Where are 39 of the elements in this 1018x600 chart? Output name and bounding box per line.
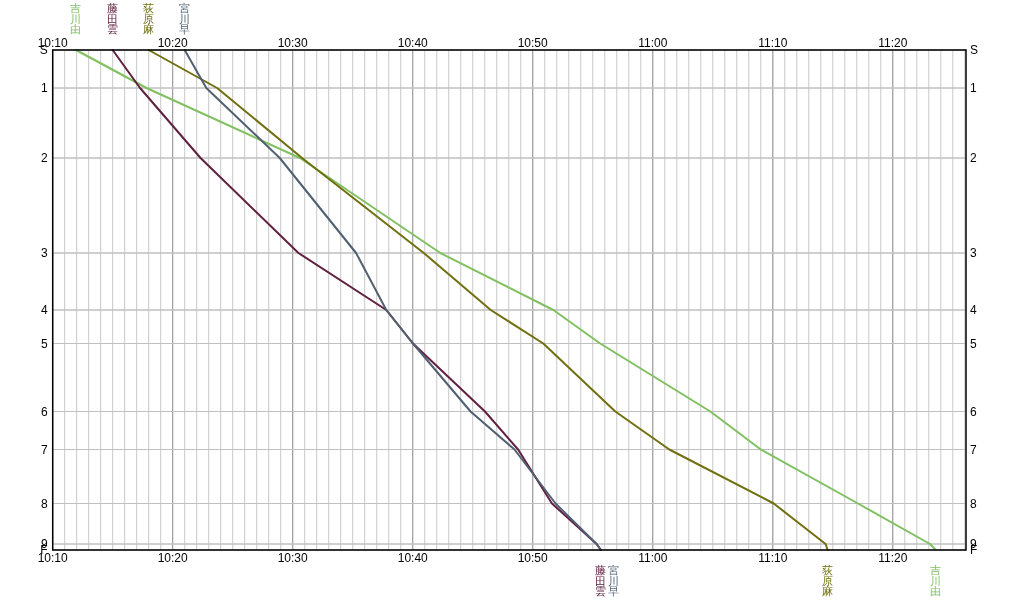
text: 7 [970, 442, 977, 457]
text: 吉川由 [70, 2, 82, 35]
text: 2 [970, 151, 977, 165]
x-tick-label: 11:20 [878, 551, 908, 565]
text: 5 [970, 336, 977, 351]
text: 1 [970, 81, 977, 95]
text: 2 [41, 151, 49, 165]
text: 5 [41, 336, 49, 351]
x-tick-label: 11:10 [758, 551, 788, 565]
x-tick-label: 10:20 [157, 551, 189, 565]
x2-tick-label: 10:30 [277, 36, 309, 50]
text: 3 [41, 246, 49, 260]
text: 4 [970, 303, 977, 317]
text: 7 [41, 442, 49, 457]
x2-tick-label: 10:50 [517, 36, 549, 50]
x-tick-label: 10:40 [397, 551, 429, 565]
text: 1 [41, 81, 49, 95]
text: 荻原麻 [143, 2, 155, 35]
series-label: 宮川早 [608, 564, 620, 597]
text: 4 [41, 303, 49, 317]
x2-tick-label: 10:40 [397, 36, 429, 50]
x2-tick-label: 11:10 [758, 36, 788, 50]
x-tick-label: 10:50 [517, 551, 549, 565]
text: 藤田雲 [107, 2, 119, 35]
text: 宮川早 [179, 2, 191, 35]
series-label: 藤田雲 [595, 564, 607, 597]
text: S [970, 43, 979, 57]
series-label: 荻原麻 [822, 564, 834, 597]
text: 3 [970, 246, 977, 260]
series-label: 吉川由 [930, 564, 942, 597]
x2-tick-label: 11:00 [638, 36, 668, 50]
x-tick-label: 11:00 [638, 551, 668, 565]
text: 8 [970, 496, 977, 511]
text: 6 [970, 404, 977, 419]
x-tick-label: 10:30 [277, 551, 309, 565]
text: 6 [41, 404, 49, 419]
x2-tick-label: 10:20 [157, 36, 189, 50]
x2-tick-label: 11:20 [878, 36, 908, 50]
text: 8 [41, 496, 49, 511]
